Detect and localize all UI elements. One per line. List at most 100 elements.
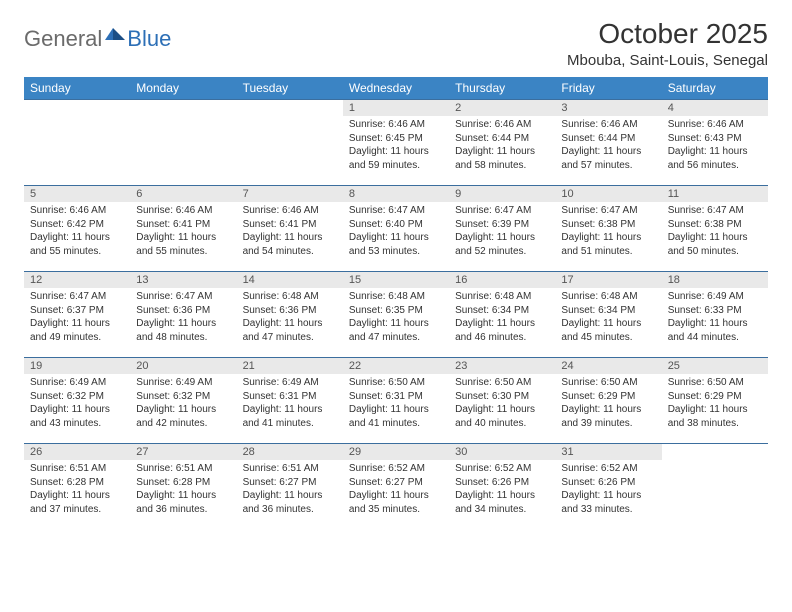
day-number: 2	[449, 100, 555, 116]
daylight-text: Daylight: 11 hours and 36 minutes.	[136, 489, 230, 516]
sunset-text: Sunset: 6:31 PM	[349, 390, 443, 404]
sunset-text: Sunset: 6:37 PM	[30, 304, 124, 318]
calendar-cell: 19 Sunrise: 6:49 AMSunset: 6:32 PMDayligh…	[24, 358, 130, 444]
calendar-cell: 27Sunrise: 6:51 AMSunset: 6:28 PMDayligh…	[130, 444, 236, 530]
calendar-cell: 3Sunrise: 6:46 AMSunset: 6:44 PMDaylight…	[555, 100, 661, 186]
day-details: Sunrise: 6:49 AMSunset: 6:31 PMDaylight:…	[237, 374, 343, 434]
day-details: Sunrise: 6:48 AMSunset: 6:34 PMDaylight:…	[449, 288, 555, 348]
day-details: Sunrise: 6:50 AMSunset: 6:29 PMDaylight:…	[662, 374, 768, 434]
day-number: 26	[24, 444, 130, 460]
day-details: Sunrise: 6:50 AMSunset: 6:31 PMDaylight:…	[343, 374, 449, 434]
sunset-text: Sunset: 6:34 PM	[455, 304, 549, 318]
sunrise-text: Sunrise: 6:47 AM	[668, 204, 762, 218]
sunset-text: Sunset: 6:35 PM	[349, 304, 443, 318]
sunrise-text: Sunrise: 6:47 AM	[30, 290, 124, 304]
sunrise-text: Sunrise: 6:49 AM	[136, 376, 230, 390]
day-number: 24	[555, 358, 661, 374]
sunset-text: Sunset: 6:45 PM	[349, 132, 443, 146]
sunrise-text: Sunrise: 6:49 AM	[30, 376, 124, 390]
sunset-text: Sunset: 6:41 PM	[136, 218, 230, 232]
day-details: Sunrise: 6:46 AMSunset: 6:42 PMDaylight:…	[24, 202, 130, 262]
sunrise-text: Sunrise: 6:52 AM	[349, 462, 443, 476]
calendar-cell: 17Sunrise: 6:48 AMSunset: 6:34 PMDayligh…	[555, 272, 661, 358]
day-details: Sunrise: 6:46 AMSunset: 6:41 PMDaylight:…	[130, 202, 236, 262]
sunrise-text: Sunrise: 6:51 AM	[30, 462, 124, 476]
logo-text-general: General	[24, 26, 102, 52]
day-number: 31	[555, 444, 661, 460]
calendar-row: 1Sunrise: 6:46 AMSunset: 6:45 PMDaylight…	[24, 100, 768, 186]
daylight-text: Daylight: 11 hours and 47 minutes.	[243, 317, 337, 344]
day-number: 22	[343, 358, 449, 374]
sunset-text: Sunset: 6:38 PM	[668, 218, 762, 232]
sunrise-text: Sunrise: 6:49 AM	[668, 290, 762, 304]
day-details: Sunrise: 6:47 AMSunset: 6:38 PMDaylight:…	[555, 202, 661, 262]
day-number: 16	[449, 272, 555, 288]
day-header: Friday	[555, 77, 661, 100]
sunset-text: Sunset: 6:44 PM	[561, 132, 655, 146]
daylight-text: Daylight: 11 hours and 54 minutes.	[243, 231, 337, 258]
header: General Blue October 2025 Mbouba, Saint-…	[24, 18, 768, 69]
sunrise-text: Sunrise: 6:46 AM	[349, 118, 443, 132]
sunset-text: Sunset: 6:33 PM	[668, 304, 762, 318]
day-number: 18	[662, 272, 768, 288]
sunrise-text: Sunrise: 6:52 AM	[455, 462, 549, 476]
sunset-text: Sunset: 6:40 PM	[349, 218, 443, 232]
daylight-text: Daylight: 11 hours and 55 minutes.	[136, 231, 230, 258]
calendar-cell: 2Sunrise: 6:46 AMSunset: 6:44 PMDaylight…	[449, 100, 555, 186]
daylight-text: Daylight: 11 hours and 59 minutes.	[349, 145, 443, 172]
daylight-text: Daylight: 11 hours and 49 minutes.	[30, 317, 124, 344]
day-header: Sunday	[24, 77, 130, 100]
calendar-cell: 23Sunrise: 6:50 AMSunset: 6:30 PMDayligh…	[449, 358, 555, 444]
day-header: Wednesday	[343, 77, 449, 100]
day-number: 7	[237, 186, 343, 202]
daylight-text: Daylight: 11 hours and 56 minutes.	[668, 145, 762, 172]
day-details: Sunrise: 6:47 AMSunset: 6:39 PMDaylight:…	[449, 202, 555, 262]
day-header-row: Sunday Monday Tuesday Wednesday Thursday…	[24, 77, 768, 100]
day-number: 29	[343, 444, 449, 460]
daylight-text: Daylight: 11 hours and 46 minutes.	[455, 317, 549, 344]
day-header: Monday	[130, 77, 236, 100]
day-details: Sunrise: 6:51 AMSunset: 6:27 PMDaylight:…	[237, 460, 343, 520]
calendar-cell: 4Sunrise: 6:46 AMSunset: 6:43 PMDaylight…	[662, 100, 768, 186]
day-details: Sunrise: 6:47 AMSunset: 6:36 PMDaylight:…	[130, 288, 236, 348]
sunrise-text: Sunrise: 6:46 AM	[30, 204, 124, 218]
sunset-text: Sunset: 6:42 PM	[30, 218, 124, 232]
daylight-text: Daylight: 11 hours and 43 minutes.	[30, 403, 124, 430]
sunset-text: Sunset: 6:29 PM	[668, 390, 762, 404]
day-details: Sunrise: 6:47 AMSunset: 6:40 PMDaylight:…	[343, 202, 449, 262]
sunrise-text: Sunrise: 6:48 AM	[455, 290, 549, 304]
title-block: October 2025 Mbouba, Saint-Louis, Senega…	[567, 18, 768, 69]
day-number: 10	[555, 186, 661, 202]
sunrise-text: Sunrise: 6:47 AM	[349, 204, 443, 218]
day-number: 28	[237, 444, 343, 460]
daylight-text: Daylight: 11 hours and 33 minutes.	[561, 489, 655, 516]
day-header: Saturday	[662, 77, 768, 100]
day-details: Sunrise: 6:46 AMSunset: 6:44 PMDaylight:…	[555, 116, 661, 176]
day-details: Sunrise: 6:48 AMSunset: 6:35 PMDaylight:…	[343, 288, 449, 348]
calendar-cell	[662, 444, 768, 530]
sunrise-text: Sunrise: 6:46 AM	[136, 204, 230, 218]
sunset-text: Sunset: 6:32 PM	[30, 390, 124, 404]
daylight-text: Daylight: 11 hours and 38 minutes.	[668, 403, 762, 430]
daylight-text: Daylight: 11 hours and 41 minutes.	[349, 403, 443, 430]
day-number: 27	[130, 444, 236, 460]
calendar-row: 26Sunrise: 6:51 AMSunset: 6:28 PMDayligh…	[24, 444, 768, 530]
sunrise-text: Sunrise: 6:46 AM	[243, 204, 337, 218]
day-number: 30	[449, 444, 555, 460]
day-number: 19	[24, 358, 130, 374]
location-text: Mbouba, Saint-Louis, Senegal	[567, 52, 768, 69]
calendar-cell: 8Sunrise: 6:47 AMSunset: 6:40 PMDaylight…	[343, 186, 449, 272]
daylight-text: Daylight: 11 hours and 52 minutes.	[455, 231, 549, 258]
sunset-text: Sunset: 6:36 PM	[136, 304, 230, 318]
sunrise-text: Sunrise: 6:46 AM	[668, 118, 762, 132]
calendar-cell	[130, 100, 236, 186]
day-header: Thursday	[449, 77, 555, 100]
sunset-text: Sunset: 6:34 PM	[561, 304, 655, 318]
day-number	[237, 100, 343, 116]
sunrise-text: Sunrise: 6:50 AM	[668, 376, 762, 390]
calendar-cell: 1Sunrise: 6:46 AMSunset: 6:45 PMDaylight…	[343, 100, 449, 186]
daylight-text: Daylight: 11 hours and 36 minutes.	[243, 489, 337, 516]
calendar-row: 19Sunrise: 6:49 AMSunset: 6:32 PMDayligh…	[24, 358, 768, 444]
day-details: Sunrise: 6:52 AMSunset: 6:26 PMDaylight:…	[449, 460, 555, 520]
day-details: Sunrise: 6:49 AMSunset: 6:32 PMDaylight:…	[130, 374, 236, 434]
